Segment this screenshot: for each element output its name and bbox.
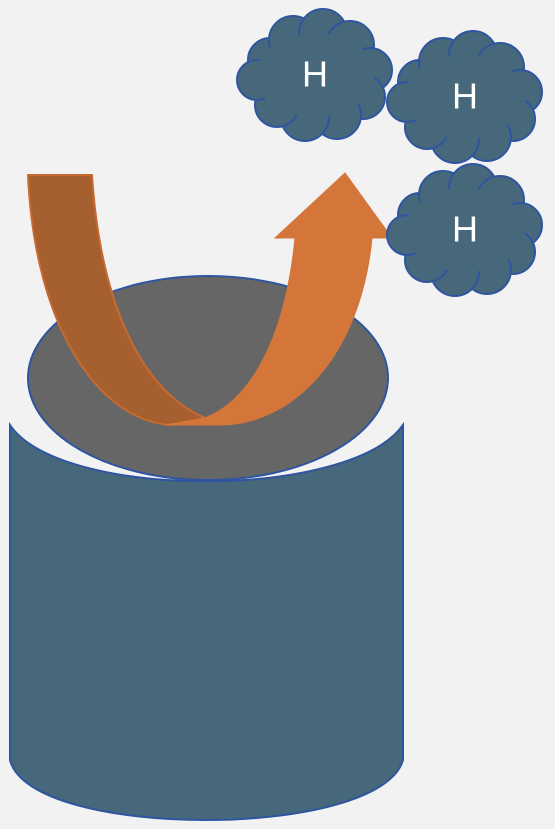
- node-label: H: [452, 76, 478, 117]
- node-label: H: [452, 209, 478, 250]
- diagram: H H H: [0, 0, 555, 829]
- page: HHH (() => { const data = JSON.parse(doc…: [0, 0, 555, 829]
- node-label: H: [302, 54, 328, 95]
- cylinder: [10, 425, 403, 820]
